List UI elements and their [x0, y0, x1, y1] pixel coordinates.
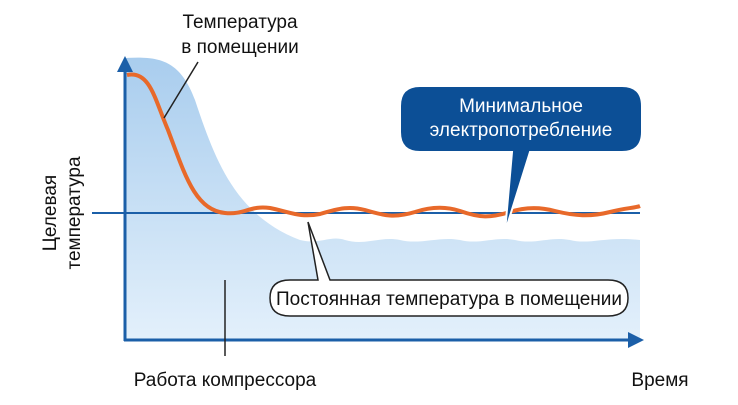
y-axis-arrow: [117, 56, 133, 72]
target-temp-label-1: Целевая: [40, 175, 61, 251]
constant-temp-label: Постоянная температура в помещении: [276, 289, 622, 310]
min-power-label-2: электропотребление: [430, 120, 613, 141]
compressor-area: [125, 57, 640, 340]
time-label: Время: [631, 370, 688, 391]
callout-light: [269, 221, 629, 317]
room-temp-label-1: Температура: [182, 12, 298, 33]
room-temp-label-2: в помещении: [181, 37, 299, 58]
x-axis-arrow: [628, 332, 644, 348]
temperature-curve: [126, 72, 641, 219]
leader-line: [163, 61, 199, 119]
min-power-label-1: Минимальное: [459, 96, 583, 117]
callout-dark: [399, 85, 643, 233]
target-temp-label-2: температура: [64, 156, 85, 269]
compressor-label: Работа компрессора: [134, 370, 317, 391]
